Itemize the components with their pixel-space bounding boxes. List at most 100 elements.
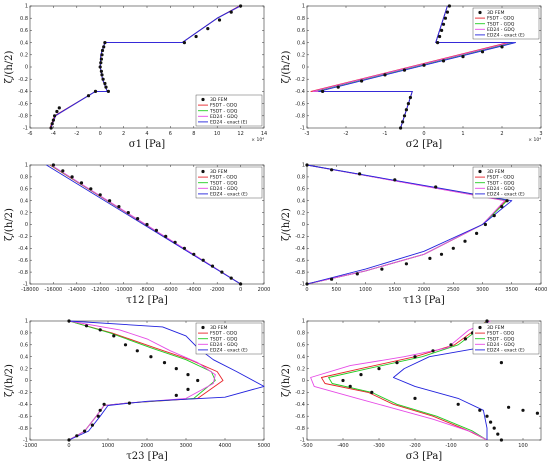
- fem-point: [393, 178, 397, 182]
- fem-point: [492, 426, 496, 430]
- fem-point: [127, 401, 131, 405]
- fem-point: [321, 89, 325, 93]
- fem-point: [336, 85, 340, 89]
- legend-entry: FSDT - GDQ: [210, 331, 237, 337]
- legend-entry: 3D FEM: [487, 10, 504, 16]
- fem-point: [348, 384, 352, 388]
- y-tick-label: 0.4: [20, 198, 28, 204]
- y-axis-label: ζ/(h/2): [281, 208, 292, 241]
- legend-marker-fem: [201, 97, 205, 102]
- x-axis-label: τ13 [Pa]: [403, 295, 445, 306]
- x-tick-label: 8: [192, 131, 195, 137]
- y-tick-label: -1: [23, 282, 28, 288]
- fem-point: [449, 343, 453, 347]
- fem-point: [402, 68, 407, 72]
- fem-point: [145, 222, 149, 227]
- fem-point: [402, 114, 407, 118]
- fem-point: [521, 408, 525, 412]
- x-tick-label: -16000: [45, 287, 63, 293]
- fem-point: [428, 256, 432, 260]
- fem-point: [98, 328, 102, 332]
- y-tick-label: 0.4: [297, 198, 305, 204]
- y-tick-label: -0.8: [295, 426, 305, 432]
- fem-point: [330, 277, 334, 281]
- fem-point: [229, 10, 233, 14]
- x-tick-label: -100: [445, 443, 456, 449]
- fem-point: [67, 319, 71, 323]
- fem-point: [100, 48, 105, 53]
- x-tick-label: -1: [383, 131, 388, 137]
- x-tick-label: 0: [485, 443, 488, 449]
- x-tick-label: 0: [67, 443, 70, 449]
- y-tick-label: 0: [302, 222, 305, 228]
- x-tick-label: 6: [169, 131, 172, 137]
- y-tick-label: 0.8: [20, 175, 28, 181]
- fem-point: [182, 41, 186, 45]
- fem-point: [439, 252, 444, 256]
- y-tick-label: -0.8: [18, 426, 28, 432]
- y-tick-label: 1: [25, 4, 28, 10]
- fem-point: [500, 45, 504, 49]
- x-tick-label: 1000: [102, 443, 115, 449]
- legend-entry: TSDT - GDQ: [486, 180, 515, 186]
- y-tick-label: -0.2: [18, 390, 28, 396]
- fem-point: [75, 434, 79, 438]
- fem-point: [106, 89, 110, 93]
- y-tick-label: 0.4: [20, 40, 28, 46]
- y-tick-label: 0.6: [297, 28, 305, 34]
- x-tick-label: 500: [331, 287, 341, 293]
- x-tick-label: 1500: [388, 287, 401, 293]
- y-tick-label: 0.8: [297, 175, 305, 181]
- fem-point: [173, 240, 177, 244]
- fem-point: [186, 387, 190, 391]
- x-axis-label: σ1 [Pa]: [129, 139, 166, 150]
- fem-point: [162, 361, 167, 365]
- fem-point: [408, 95, 412, 100]
- y-tick-label: -1: [23, 438, 28, 444]
- fem-point: [98, 408, 102, 412]
- fem-point: [206, 27, 210, 31]
- y-tick-label: 0.6: [20, 343, 28, 349]
- fem-point: [478, 408, 482, 412]
- legend-marker-fem: [201, 169, 205, 174]
- fem-point: [192, 252, 196, 256]
- fem-point: [404, 108, 408, 112]
- fem-point: [507, 405, 511, 409]
- y-tick-label: -0.2: [295, 234, 305, 240]
- fem-point: [96, 414, 100, 418]
- legend-entry: ED24 - GDQ: [487, 27, 515, 33]
- y-tick-label: 0.6: [20, 28, 28, 34]
- legend-marker-fem: [478, 325, 482, 330]
- y-tick-label: 0.2: [297, 53, 305, 59]
- legend-marker-fem: [478, 10, 482, 15]
- legend-entry: 3D FEM: [210, 97, 227, 103]
- y-tick-label: -0.2: [295, 77, 305, 83]
- panel-sigma2: -3 -2 -1 0 1 2 3 -1 -0.8 -0.6 -0.4 -0.2 0 0.2 0.4 0.6 0.…: [281, 4, 543, 150]
- fem-point: [164, 234, 168, 238]
- fem-point: [422, 63, 426, 67]
- y-tick-label: -0.4: [295, 89, 305, 95]
- fem-point: [499, 361, 503, 365]
- x-tick-label: -4: [51, 131, 56, 137]
- y-tick-label: 1: [25, 163, 28, 169]
- x-axis-label: σ2 [Pa]: [406, 139, 443, 150]
- y-tick-label: 1: [25, 319, 28, 325]
- x-tick-label: 2000: [141, 443, 154, 449]
- fem-point: [355, 272, 359, 276]
- x-axis-label: σ3 [Pa]: [406, 451, 443, 462]
- fem-point: [53, 114, 57, 118]
- fem-point: [406, 102, 410, 106]
- fem-point: [112, 334, 116, 338]
- fem-point: [102, 402, 106, 406]
- y-tick-label: 0.8: [20, 16, 28, 22]
- y-tick-label: -1: [300, 438, 305, 444]
- x-tick-label: -400: [337, 443, 348, 449]
- legend-entry: ED24 - GDQ: [210, 342, 238, 348]
- x-tick-label: 2000: [418, 287, 431, 293]
- fem-point: [117, 205, 121, 209]
- y-tick-label: -0.2: [18, 234, 28, 240]
- fem-point: [67, 438, 71, 442]
- fem-point: [57, 106, 61, 110]
- fem-point: [535, 411, 540, 415]
